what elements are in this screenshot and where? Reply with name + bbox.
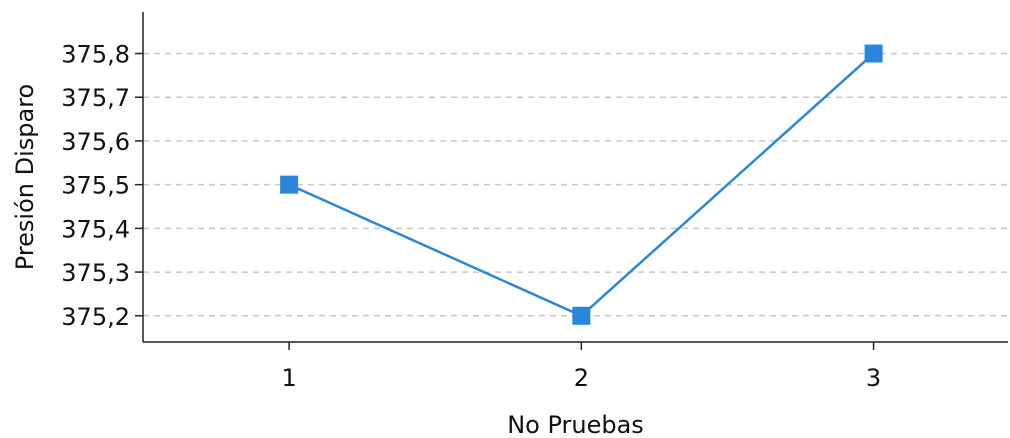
grid-lines (143, 52, 1008, 317)
data-point (280, 175, 299, 194)
x-tick-label: 1 (281, 364, 296, 392)
y-tick-label: 375,2 (61, 303, 130, 331)
y-tick-label: 375,5 (61, 172, 130, 200)
y-ticks: 375,2 375,3 375,4 375,5 375,6 375,7 375,8 (61, 41, 143, 331)
x-axis-title: No Pruebas (507, 411, 644, 438)
x-ticks: 1 2 3 (281, 342, 881, 392)
y-tick-label: 375,8 (61, 41, 130, 69)
y-tick-label: 375,6 (61, 128, 130, 156)
x-tick-label: 3 (866, 364, 881, 392)
y-tick-label: 375,4 (61, 215, 130, 243)
data-point (864, 44, 883, 63)
y-tick-label: 375,7 (61, 84, 130, 112)
axes (142, 12, 1008, 343)
y-tick-label: 375,3 (61, 259, 130, 287)
x-tick-label: 2 (574, 364, 589, 392)
data-point (572, 306, 591, 325)
y-axis-title: Presión Disparo (11, 84, 39, 270)
series (280, 44, 883, 325)
